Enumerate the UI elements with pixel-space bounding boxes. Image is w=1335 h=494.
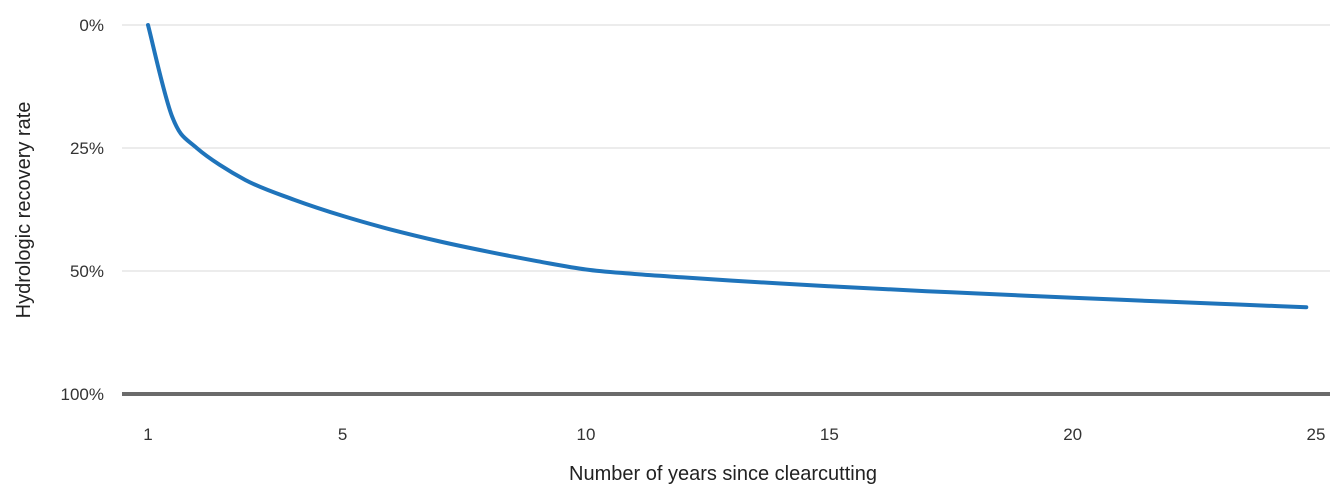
x-tick-label: 10 [577, 425, 596, 444]
x-tick-label: 25 [1307, 425, 1326, 444]
series-line [146, 23, 1309, 310]
x-axis-title: Number of years since clearcutting [569, 463, 877, 485]
x-tick-labels: 1 5 10 15 20 25 [143, 425, 1325, 444]
x-tick-label: 5 [338, 425, 347, 444]
y-tick-label: 25% [70, 139, 104, 158]
y-tick-label: 100% [61, 385, 104, 404]
y-axis-title: Hydrologic recovery rate [13, 102, 35, 319]
grid-lines [122, 24, 1330, 396]
series-layer [146, 23, 1309, 310]
x-tick-label: 1 [143, 425, 152, 444]
y-tick-label: 0% [79, 16, 104, 35]
x-tick-label: 20 [1063, 425, 1082, 444]
y-tick-label: 50% [70, 262, 104, 281]
y-tick-labels: 0% 25% 50% 100% [61, 16, 104, 404]
x-tick-label: 15 [820, 425, 839, 444]
